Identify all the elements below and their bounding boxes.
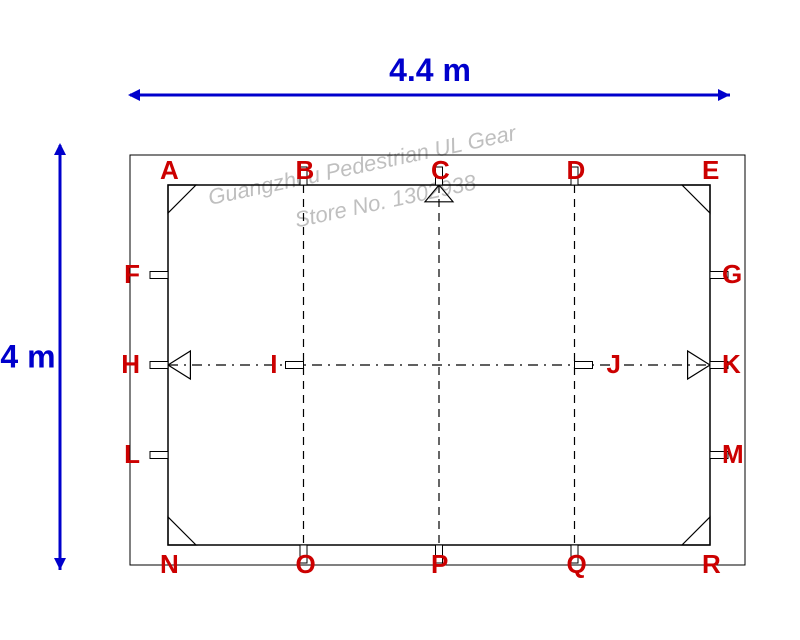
- tieout-tab: [150, 272, 168, 279]
- point-label-I: I: [270, 349, 277, 379]
- point-label-Q: Q: [567, 549, 587, 579]
- tarp-diagram: Guangzhou Pedestrian UL GearStore No. 13…: [0, 0, 800, 640]
- point-label-M: M: [722, 439, 744, 469]
- point-label-G: G: [722, 259, 742, 289]
- dimension-width-label: 4.4 m: [389, 52, 471, 88]
- point-label-O: O: [296, 549, 316, 579]
- corner-reinforcement: [682, 185, 710, 213]
- corner-reinforcement: [168, 517, 196, 545]
- tieout-tab: [286, 362, 304, 369]
- point-label-R: R: [702, 549, 721, 579]
- point-label-J: J: [607, 349, 621, 379]
- point-label-B: B: [296, 155, 315, 185]
- tieout-tab: [150, 362, 168, 369]
- point-label-D: D: [567, 155, 586, 185]
- corner-reinforcement: [682, 517, 710, 545]
- corner-reinforcement: [168, 185, 196, 213]
- outer-border: [130, 155, 745, 565]
- tieout-tab: [150, 452, 168, 459]
- point-label-L: L: [124, 439, 140, 469]
- point-label-A: A: [160, 155, 179, 185]
- point-label-F: F: [124, 259, 140, 289]
- point-label-E: E: [702, 155, 719, 185]
- dimension-height-label: 4 m: [0, 339, 55, 375]
- tieout-tab: [575, 362, 593, 369]
- point-label-K: K: [722, 349, 741, 379]
- point-label-P: P: [431, 549, 448, 579]
- point-label-N: N: [160, 549, 179, 579]
- point-label-H: H: [121, 349, 140, 379]
- point-label-C: C: [431, 155, 450, 185]
